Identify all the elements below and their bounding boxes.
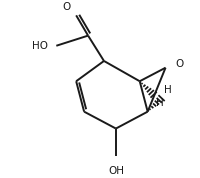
Text: HO: HO	[32, 41, 48, 51]
Text: OH: OH	[108, 166, 124, 176]
Text: H: H	[156, 98, 163, 108]
Text: O: O	[175, 59, 184, 69]
Text: H: H	[164, 85, 171, 95]
Text: O: O	[62, 2, 70, 12]
